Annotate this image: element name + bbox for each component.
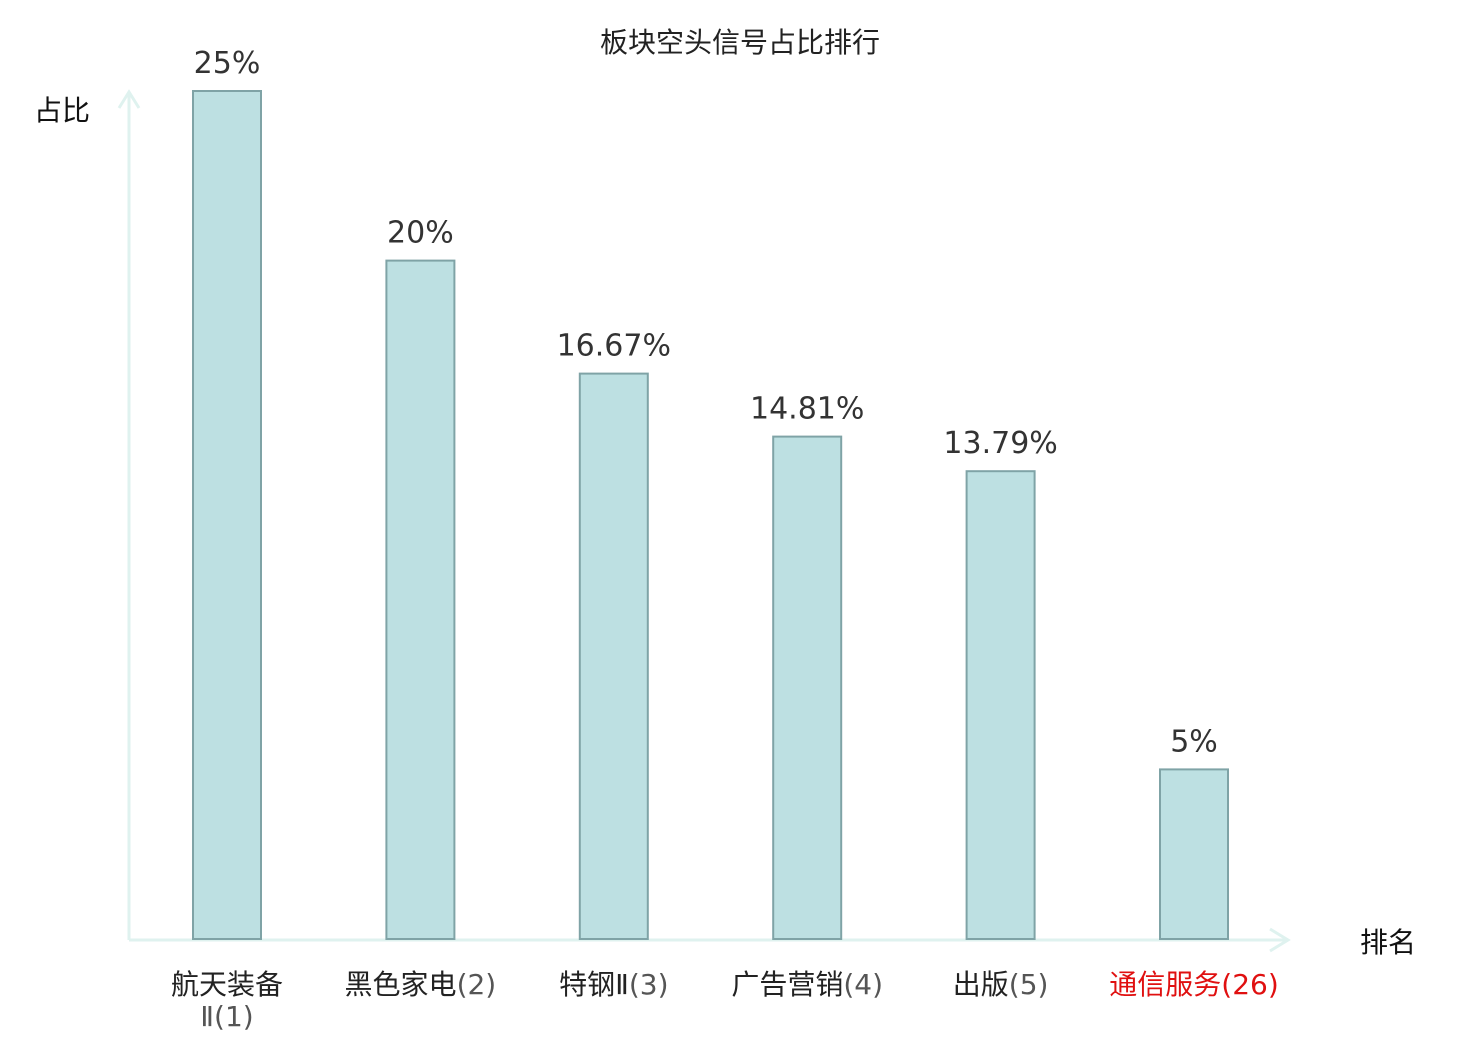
bar-6: [1159, 768, 1229, 941]
bar-value-label-5: 13.79%: [943, 426, 1057, 461]
y-axis-arrow: [117, 89, 141, 109]
bar-value-label-4: 14.81%: [750, 392, 864, 427]
value-labels-group: 25% 20% 16.67% 14.81% 13.79% 5%: [194, 46, 1218, 759]
bar-5: [965, 470, 1036, 940]
category-label-6: 通信服务(26): [1109, 968, 1279, 1001]
bar-2: [385, 259, 456, 941]
bars-group: [192, 90, 1229, 941]
bar-value-label-6: 5%: [1170, 724, 1218, 759]
category-labels-group: 航天装备 Ⅱ(1) 黑色家电(2) 特钢Ⅱ(3) 广告营销(4) 出版(5) 通信服务(26…: [171, 968, 1279, 1033]
category-label-5: 出版(5): [953, 968, 1049, 1001]
bar-3: [578, 372, 649, 941]
bar-4: [772, 435, 843, 940]
category-label-3: 特钢Ⅱ(3): [559, 968, 668, 1001]
axes: [117, 89, 1291, 953]
bar-value-label-2: 20%: [387, 216, 454, 251]
bar-1: [192, 90, 262, 940]
y-axis-label: 占比: [34, 94, 90, 127]
bar-value-label-3: 16.67%: [557, 329, 671, 364]
chart-title: 板块空头信号占比排行: [600, 26, 880, 59]
bar-value-label-1: 25%: [194, 46, 261, 81]
category-label-2: 黑色家电(2): [345, 968, 497, 1001]
category-label-1: 航天装备 Ⅱ(1): [171, 968, 283, 1033]
category-label-4: 广告营销(4): [731, 968, 883, 1001]
x-axis-label: 排名: [1360, 926, 1416, 959]
x-axis-arrow: [1269, 927, 1291, 953]
